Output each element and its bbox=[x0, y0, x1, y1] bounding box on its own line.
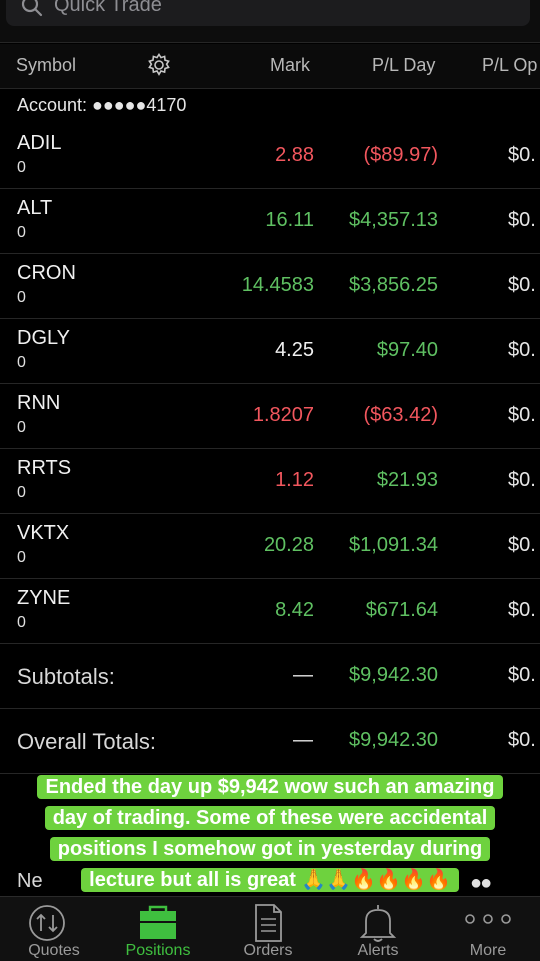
position-quantity: 0 bbox=[17, 549, 26, 566]
position-mark: 1.8207 bbox=[252, 404, 314, 426]
tab-more[interactable]: More bbox=[434, 897, 540, 961]
tab-quotes[interactable]: Quotes bbox=[0, 897, 108, 961]
position-pl-day: $21.93 bbox=[376, 469, 438, 491]
bottom-tab-bar: Quotes Positions Orders Alerts bbox=[0, 896, 540, 961]
caption-line: positions I somehow got in yesterday dur… bbox=[49, 837, 491, 861]
position-pl-day: $671.64 bbox=[365, 599, 438, 621]
position-quantity: 0 bbox=[17, 614, 26, 631]
position-mark: 14.4583 bbox=[241, 274, 314, 296]
overall-totals-mark: — bbox=[293, 729, 313, 751]
caption-line: Ended the day up $9,942 wow such an amaz… bbox=[37, 775, 503, 799]
position-pl-open: $0. bbox=[508, 404, 536, 426]
tab-alerts[interactable]: Alerts bbox=[324, 897, 432, 961]
position-quantity: 0 bbox=[17, 289, 26, 306]
caption-line: day of trading. Some of these were accid… bbox=[44, 806, 496, 830]
next-section-dots: ●● bbox=[470, 872, 492, 894]
search-placeholder: Quick Trade bbox=[54, 0, 162, 16]
overall-totals-label: Overall Totals: bbox=[17, 729, 156, 754]
position-symbol: ZYNE bbox=[17, 587, 71, 609]
position-mark: 8.42 bbox=[275, 599, 314, 621]
position-pl-day: ($63.42) bbox=[363, 404, 439, 426]
tab-label: More bbox=[469, 942, 507, 959]
position-symbol: CRON bbox=[17, 262, 76, 284]
position-pl-day: $1,091.34 bbox=[349, 534, 438, 556]
overall-totals-pl-day: $9,942.30 bbox=[349, 729, 438, 751]
position-row[interactable]: ZYNE 0 8.42 $671.64 $0. bbox=[0, 579, 540, 644]
story-caption: Ended the day up $9,942 wow such an amaz… bbox=[0, 772, 540, 896]
position-quantity: 0 bbox=[17, 159, 26, 176]
subtotals-mark: — bbox=[293, 664, 313, 686]
column-header-mark[interactable]: Mark bbox=[270, 55, 310, 75]
quotes-icon bbox=[29, 905, 65, 941]
position-mark: 4.25 bbox=[275, 339, 314, 361]
tab-label: Positions bbox=[125, 942, 191, 959]
position-symbol: ADIL bbox=[17, 132, 62, 154]
position-pl-day: $3,856.25 bbox=[349, 274, 438, 296]
position-row[interactable]: VKTX 0 20.28 $1,091.34 $0. bbox=[0, 514, 540, 579]
tab-orders[interactable]: Orders bbox=[214, 897, 322, 961]
document-icon bbox=[255, 904, 282, 942]
position-mark: 20.28 bbox=[263, 534, 314, 556]
position-pl-open: $0. bbox=[508, 274, 536, 296]
column-header-pl-day[interactable]: P/L Day bbox=[372, 55, 436, 75]
position-row[interactable]: DGLY 0 4.25 $97.40 $0. bbox=[0, 319, 540, 384]
account-label: Account: ●●●●●4170 bbox=[17, 95, 187, 115]
column-header-symbol[interactable]: Symbol bbox=[16, 55, 77, 75]
position-mark: 2.88 bbox=[275, 144, 314, 166]
position-mark: 16.11 bbox=[265, 209, 314, 231]
position-pl-day: $97.40 bbox=[376, 339, 438, 361]
position-pl-day: $4,357.13 bbox=[349, 209, 438, 231]
briefcase-icon bbox=[140, 905, 176, 939]
position-symbol: RRTS bbox=[17, 457, 72, 479]
quick-trade-search-input[interactable]: Quick Trade bbox=[6, 0, 530, 26]
tab-label: Alerts bbox=[357, 942, 399, 959]
tab-label: Quotes bbox=[28, 942, 80, 959]
position-symbol: ALT bbox=[17, 197, 53, 219]
subtotals-pl-day: $9,942.30 bbox=[349, 664, 438, 686]
subtotals-pl-open: $0. bbox=[508, 664, 536, 686]
position-pl-open: $0. bbox=[508, 599, 536, 621]
quick-trade-bar: Quick Trade bbox=[0, 0, 540, 43]
position-row[interactable]: RNN 0 1.8207 ($63.42) $0. bbox=[0, 384, 540, 449]
account-row[interactable]: Account: ●●●●●4170 bbox=[0, 88, 540, 125]
position-pl-open: $0. bbox=[508, 339, 536, 361]
position-row[interactable]: ADIL 0 2.88 ($89.97) $0. bbox=[0, 124, 540, 189]
position-row[interactable]: ALT 0 16.11 $4,357.13 $0. bbox=[0, 189, 540, 254]
position-pl-open: $0. bbox=[508, 469, 536, 491]
more-dots-icon bbox=[465, 914, 511, 924]
position-symbol: RNN bbox=[17, 392, 61, 414]
position-quantity: 0 bbox=[17, 354, 26, 371]
position-pl-open: $0. bbox=[508, 209, 536, 231]
positions-list: ADIL 0 2.88 ($89.97) $0. ALT 0 16.11 $4,… bbox=[0, 124, 540, 774]
tab-label: Orders bbox=[243, 942, 293, 959]
position-mark: 1.12 bbox=[275, 469, 314, 491]
position-symbol: DGLY bbox=[17, 327, 70, 349]
tab-positions[interactable]: Positions bbox=[104, 897, 212, 961]
positions-table-header: Symbol Mark P/L Day P/L Op bbox=[0, 44, 540, 89]
position-quantity: 0 bbox=[17, 484, 26, 501]
position-row[interactable]: RRTS 0 1.12 $21.93 $0. bbox=[0, 449, 540, 514]
caption-line: lecture but all is great 🙏🙏🔥🔥🔥🔥 bbox=[81, 868, 459, 892]
position-pl-day: ($89.97) bbox=[363, 144, 439, 166]
position-quantity: 0 bbox=[17, 224, 26, 241]
position-pl-open: $0. bbox=[508, 534, 536, 556]
position-symbol: VKTX bbox=[17, 522, 70, 544]
next-section-peek: Ne bbox=[17, 870, 43, 892]
subtotals-row: Subtotals: — $9,942.30 $0. bbox=[0, 644, 540, 709]
position-quantity: 0 bbox=[17, 419, 26, 436]
position-row[interactable]: CRON 0 14.4583 $3,856.25 $0. bbox=[0, 254, 540, 319]
subtotals-label: Subtotals: bbox=[17, 664, 115, 689]
overall-totals-pl-open: $0. bbox=[508, 729, 536, 751]
bell-icon bbox=[359, 905, 397, 942]
position-pl-open: $0. bbox=[508, 144, 536, 166]
gear-icon[interactable] bbox=[146, 52, 172, 78]
overall-totals-row: Overall Totals: — $9,942.30 $0. bbox=[0, 709, 540, 774]
search-icon bbox=[21, 0, 43, 17]
column-header-pl-open[interactable]: P/L Op bbox=[482, 55, 538, 75]
